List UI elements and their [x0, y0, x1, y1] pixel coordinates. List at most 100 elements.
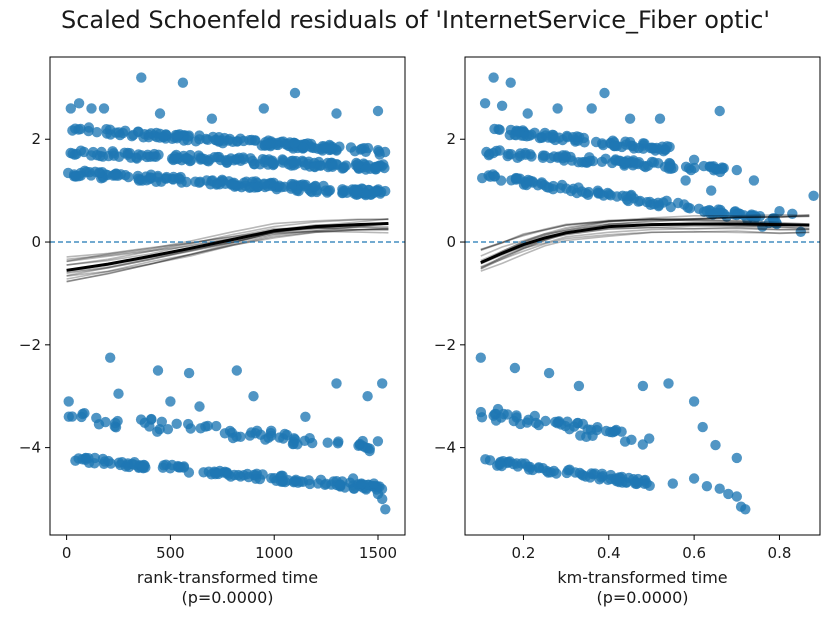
scatter-point: [182, 134, 193, 146]
scatter-point: [372, 105, 384, 117]
scatter-point: [551, 468, 562, 479]
scatter-point: [356, 143, 367, 154]
scatter-point: [480, 454, 491, 465]
bootstrap-lowess-line: [480, 227, 810, 268]
scatter-point: [714, 105, 725, 117]
scatter-point: [688, 473, 700, 484]
scatter-point: [565, 185, 577, 197]
scatter-point: [550, 134, 561, 146]
x-tick-label: 0.2: [512, 544, 536, 562]
scatter-point: [67, 125, 78, 136]
y-tick-label: 0: [31, 233, 41, 251]
scatter-point: [731, 491, 742, 502]
scatter-point: [574, 467, 585, 479]
scatter-point: [483, 170, 494, 181]
scatter-point: [251, 468, 262, 479]
scatter-point: [154, 132, 165, 143]
axes-frame: [49, 56, 406, 536]
scatter-point: [219, 428, 231, 439]
scatter-point: [288, 137, 300, 148]
scatter-point: [353, 440, 364, 451]
scatter-point: [183, 367, 195, 379]
scatter-point: [300, 179, 311, 191]
x-tick-label: 0.6: [682, 544, 706, 562]
scatter-point: [138, 132, 149, 143]
scatter-point: [521, 417, 533, 428]
scatter-point: [680, 175, 691, 186]
scatter-point: [165, 396, 176, 407]
scatter-point: [714, 483, 725, 494]
scatter-point: [767, 213, 779, 224]
scatter-point: [787, 208, 798, 219]
scatter-point: [137, 462, 149, 473]
scatter-point: [274, 180, 285, 191]
scatter-point: [251, 425, 263, 436]
scatter-point: [315, 160, 326, 171]
scatter-point: [315, 474, 327, 485]
scatter-point: [496, 100, 508, 112]
scatter-point: [508, 415, 519, 427]
scatter-point: [578, 132, 589, 144]
scatter-point: [309, 181, 321, 192]
scatter-point: [166, 459, 178, 471]
scatter-point: [238, 135, 249, 147]
y-tick-label: −4: [19, 439, 41, 457]
scatter-point: [362, 391, 373, 402]
scatter-point: [573, 380, 585, 392]
scatter-point: [369, 186, 380, 197]
scatter-point: [105, 352, 116, 363]
scatter-point: [80, 454, 91, 465]
scatter-point: [721, 211, 732, 222]
scatter-point: [634, 195, 646, 207]
scatter-point: [231, 365, 242, 376]
scatter-point: [628, 474, 639, 485]
x-tick-label: 0.4: [597, 544, 621, 562]
scatter-point: [104, 124, 116, 135]
scatter-point: [515, 148, 526, 159]
scatter-point: [307, 437, 318, 449]
scatter-point: [522, 108, 533, 119]
scatter-point: [561, 467, 572, 479]
p-value-label: (p=0.0000): [596, 588, 688, 607]
scatter-point: [572, 418, 583, 429]
scatter-point: [137, 175, 148, 186]
scatter-point: [536, 132, 548, 143]
scatter-point: [113, 388, 124, 399]
scatter-point: [377, 493, 388, 505]
scatter-point: [337, 184, 348, 195]
scatter-point: [514, 173, 526, 184]
scatter-point: [668, 162, 679, 174]
axes-frame: [464, 56, 821, 536]
scatter-point: [171, 418, 182, 429]
scatter-point: [688, 396, 700, 407]
bootstrap-lowess-line: [66, 227, 389, 280]
scatter-point: [536, 178, 547, 189]
scatter-point: [620, 139, 632, 150]
scatter-point: [368, 478, 380, 489]
p-value-label: (p=0.0000): [181, 588, 273, 607]
scatter-point: [210, 134, 221, 146]
scatter-point: [267, 157, 278, 168]
scatter-point: [492, 403, 504, 415]
scatter-point: [483, 150, 494, 161]
scatter-point: [167, 174, 179, 185]
bootstrap-lowess-line: [66, 218, 389, 266]
scatter-point: [206, 175, 217, 187]
scatter-point: [731, 164, 742, 176]
scatter-point: [91, 127, 103, 138]
scatter-point: [352, 159, 363, 170]
scatter-point: [246, 134, 257, 146]
scatter-point: [240, 180, 251, 191]
scatter-point: [276, 470, 287, 481]
subplot-2: 0.2 0.4 0.6 0.8 −4 −2 0 2 km-transformed time(p=…: [434, 56, 821, 607]
scatter-point: [117, 127, 129, 139]
bootstrap-lowess-line: [480, 213, 810, 264]
scatter-point: [259, 157, 270, 168]
scatter-point: [264, 138, 276, 149]
scatter-point: [599, 87, 610, 99]
scatter-point: [63, 411, 74, 422]
y-tick-label: 2: [446, 130, 456, 148]
scatter-point: [543, 467, 554, 478]
scatter-point: [552, 103, 563, 114]
